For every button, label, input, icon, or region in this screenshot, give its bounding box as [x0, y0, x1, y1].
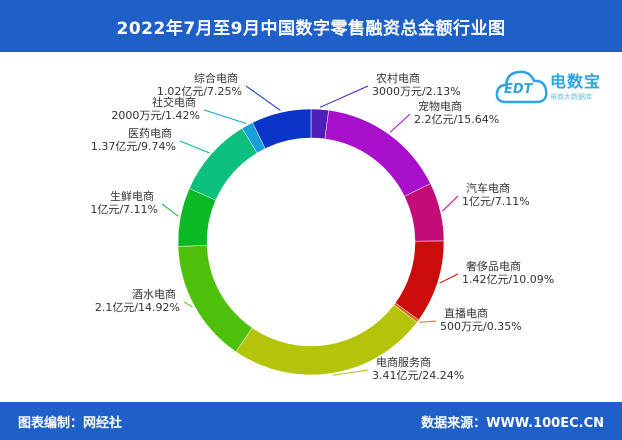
- slice-name-label: 生鲜电商: [110, 189, 154, 203]
- data-source: 数据来源：WWW.100EC.CN: [421, 416, 604, 431]
- slice-name-label: 宠物电商: [418, 99, 462, 113]
- chart-compiler: 图表编制：网经社: [18, 416, 123, 431]
- chart-title-bar: 2022年7月至9月中国数字零售融资总金额行业图: [0, 0, 622, 52]
- donut-slice: [177, 245, 253, 353]
- slice-name-label: 医药电商: [128, 126, 172, 140]
- logo-short: EDT: [504, 82, 533, 97]
- slice-name-label: 社交电商: [152, 95, 196, 109]
- leader-line: [245, 85, 281, 111]
- leader-line: [439, 273, 459, 284]
- slice-value-label: 1.37亿元/9.74%: [91, 140, 176, 153]
- slice-value-label: 1亿元/7.11%: [462, 195, 530, 208]
- leader-line: [419, 320, 437, 323]
- slice-name-label: 汽车电商: [466, 181, 510, 195]
- slice-name-label: 综合电商: [194, 71, 238, 85]
- slice-value-label: 1亿元/7.11%: [90, 203, 158, 216]
- slice-value-label: 3000万元/2.13%: [372, 85, 461, 98]
- leader-line: [442, 195, 459, 212]
- leader-line: [179, 140, 210, 154]
- leader-line: [161, 203, 179, 217]
- footer-bar: 图表编制：网经社 数据来源：WWW.100EC.CN: [0, 402, 622, 440]
- leader-line: [332, 369, 369, 376]
- logo: EDT 电数宝 电商大数据库: [494, 62, 612, 114]
- slice-value-label: 2000万元/1.42%: [111, 109, 200, 122]
- slice-name-label: 农村电商: [376, 71, 420, 85]
- slice-value-label: 2.1亿元/14.92%: [95, 301, 180, 314]
- slice-value-label: 1.42亿元/10.09%: [462, 273, 554, 286]
- leader-line: [203, 109, 247, 125]
- leader-line: [389, 113, 411, 133]
- leader-line: [319, 85, 369, 108]
- cloud-icon: [495, 70, 548, 104]
- slice-name-label: 电商服务商: [376, 355, 431, 369]
- slice-name-label: 酒水电商: [132, 287, 176, 301]
- logo-name: 电数宝: [550, 72, 602, 91]
- slice-name-label: 奢侈品电商: [466, 259, 521, 273]
- donut-slice: [188, 127, 258, 201]
- slice-value-label: 3.41亿元/24.24%: [372, 369, 464, 382]
- slice-name-label: 直播电商: [444, 306, 488, 320]
- slice-value-label: 500万元/0.35%: [440, 320, 522, 333]
- leader-line: [183, 301, 193, 308]
- donut-chart: 农村电商3000万元/2.13%宠物电商2.2亿元/15.64%汽车电商1亿元/…: [90, 71, 554, 382]
- slice-value-label: 1.02亿元/7.25%: [157, 85, 242, 98]
- donut-slice: [252, 108, 312, 149]
- logo-subtitle: 电商大数据库: [550, 93, 592, 101]
- chart-title: 2022年7月至9月中国数字零售融资总金额行业图: [116, 18, 506, 39]
- slice-value-label: 2.2亿元/15.64%: [414, 113, 499, 126]
